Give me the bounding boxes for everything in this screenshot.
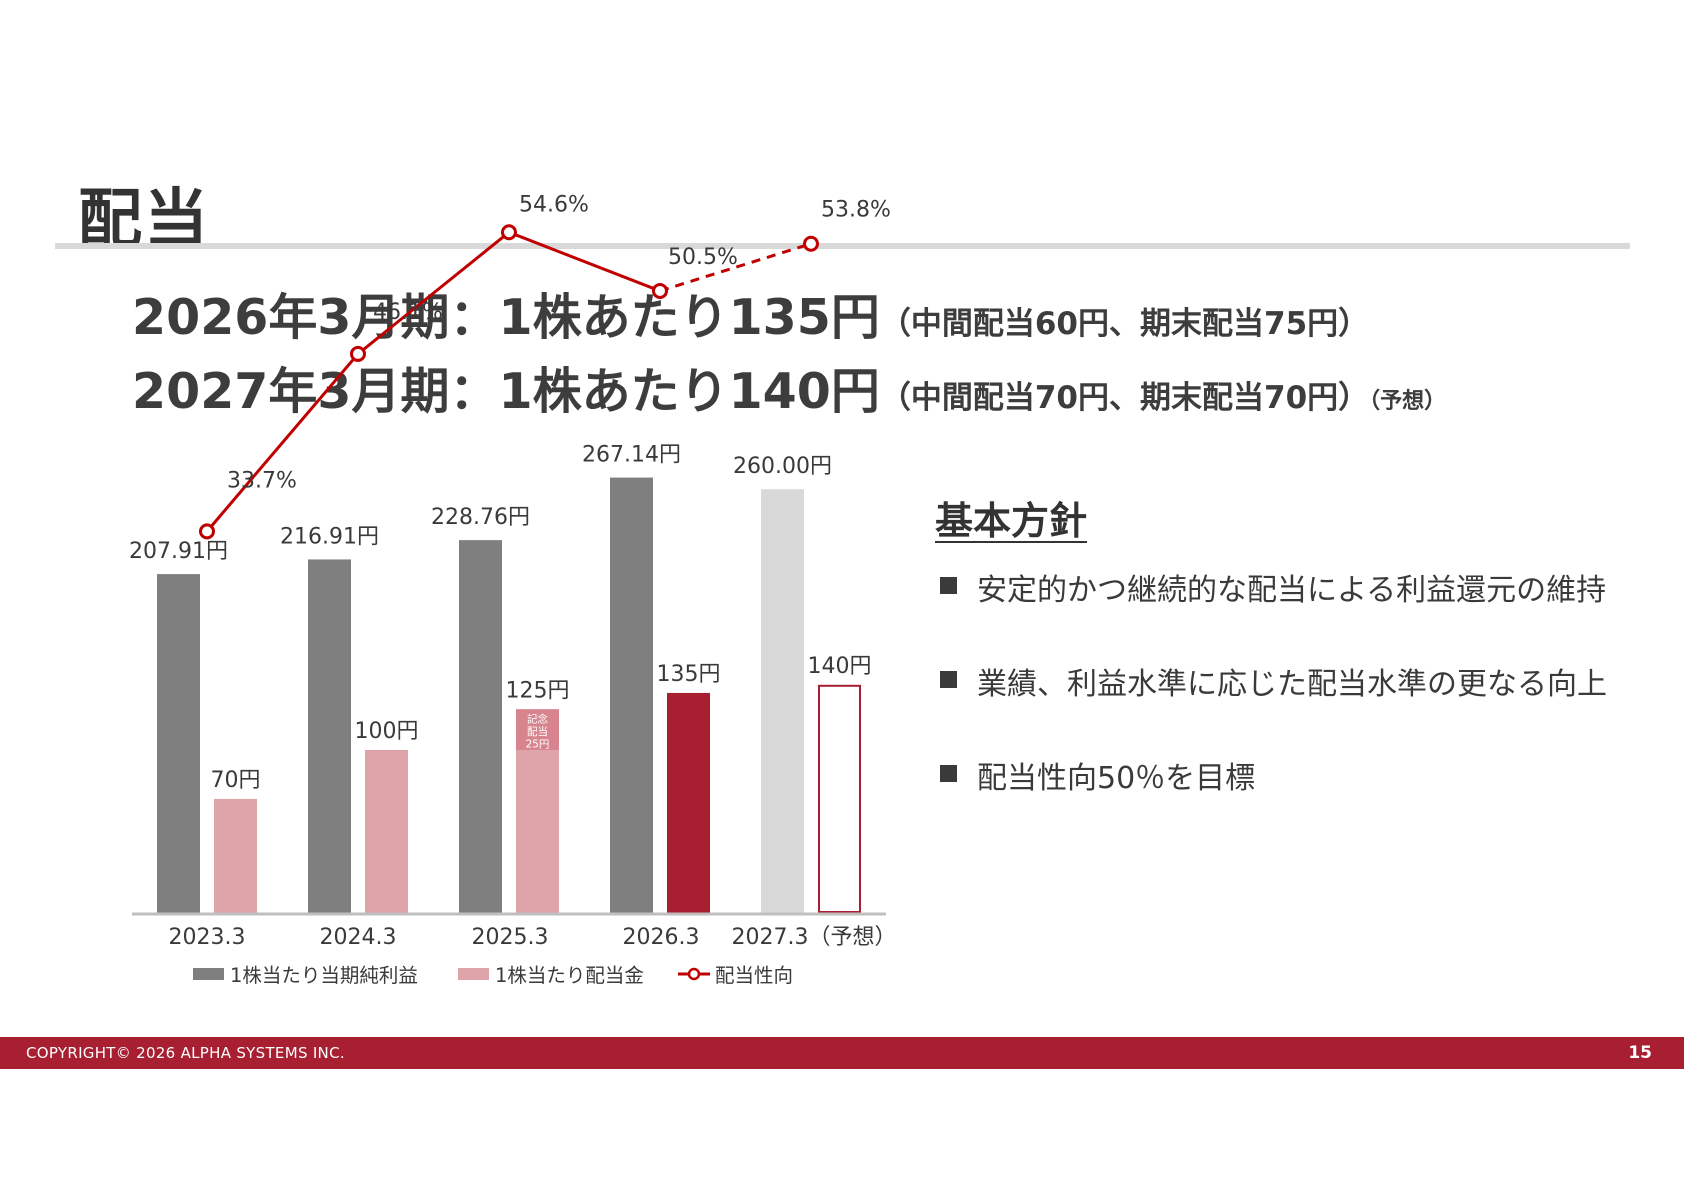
eps-bar-label: 216.91円 [280, 524, 379, 549]
headline-2027-main: 2027年3月期：1株あたり140円 [132, 363, 880, 420]
dividend-bar-label: 100円 [355, 719, 419, 744]
headline-2027-forecast-note: （予想） [1369, 389, 1447, 414]
x-axis-category-label: 2023.3 [169, 925, 246, 950]
square-bullet-icon [940, 765, 957, 782]
x-axis-category-label: 2025.3 [472, 925, 549, 950]
square-bullet-icon [940, 671, 957, 688]
dividend-bar [818, 684, 861, 913]
footer-copyright: COPYRIGHT© 2026 ALPHA SYSTEMS INC. [26, 1044, 345, 1062]
payout-ratio-point [652, 282, 668, 299]
x-axis-category-label: 2026.3 [623, 925, 700, 950]
eps-bar [761, 489, 804, 913]
payout-ratio-label: 53.8% [821, 198, 891, 223]
commemorative-dividend-label: 25円 [526, 738, 550, 750]
payout-ratio-forecast-line [659, 242, 812, 293]
dividend-bar-label: 140円 [808, 654, 872, 679]
payout-ratio-label: 33.7% [227, 468, 297, 493]
dividend-bar [365, 750, 408, 913]
headline-2026: 2026年3月期：1株あたり135円（中間配当60円、期末配当75円） [132, 278, 1369, 349]
policy-item-text: 安定的かつ継続的な配当による利益還元の維持 [977, 573, 1607, 608]
commemorative-dividend-label: 配当 [527, 725, 548, 738]
dividend-bar-label: 135円 [657, 662, 721, 687]
x-axis-category-label: 2024.3 [320, 925, 397, 950]
eps-bar-label: 228.76円 [431, 505, 530, 530]
policy-item-text: 業績、利益水準に応じた配当水準の更なる向上 [977, 667, 1607, 702]
eps-bar-label: 267.14円 [582, 443, 681, 468]
headline-2026-main: 2026年3月期：1株あたり135円 [132, 289, 880, 346]
title-divider [55, 243, 1630, 249]
payout-ratio-point [803, 235, 819, 252]
payout-ratio-label: 50.5% [668, 245, 738, 270]
dividend-bar [667, 692, 710, 913]
legend-label: 1株当たり配当金 [495, 964, 644, 987]
eps-bar [459, 540, 502, 913]
dividend-bar-label: 125円 [506, 678, 570, 703]
eps-bar-label: 260.00円 [733, 454, 832, 479]
commemorative-dividend-segment [516, 709, 559, 750]
legend-marker [687, 967, 701, 981]
payout-ratio-label: 46.1% [373, 300, 443, 325]
headline-2027-note: （中間配当70円、期末配当70円） [879, 380, 1370, 416]
headline-2026-note: （中間配当60円、期末配当75円） [879, 306, 1370, 342]
payout-ratio-point [350, 345, 366, 362]
legend-label: 配当性向 [715, 964, 793, 987]
legend-label: 1株当たり当期純利益 [230, 964, 418, 987]
eps-bar [308, 559, 351, 913]
x-axis-category-label: 2027.3（予想） [732, 925, 897, 950]
payout-ratio-point [501, 224, 517, 241]
eps-bar-label: 207.91円 [129, 539, 228, 564]
dividend-bar-label: 70円 [211, 768, 261, 793]
headline-2027: 2027年3月期：1株あたり140円（中間配当70円、期末配当70円）（予想） [132, 352, 1446, 423]
commemorative-dividend-label: 記念 [527, 712, 548, 725]
eps-bar [610, 477, 653, 913]
payout-ratio-label: 54.6% [519, 192, 589, 217]
legend-swatch [458, 968, 489, 980]
square-bullet-icon [940, 577, 957, 594]
payout-ratio-line [205, 230, 661, 533]
footer-bar: COPYRIGHT© 2026 ALPHA SYSTEMS INC. 15 [0, 1037, 1684, 1069]
page-number: 15 [1628, 1043, 1652, 1063]
legend-swatch [193, 968, 224, 980]
dividend-bar [214, 798, 257, 913]
policy-title: 基本方針 [935, 499, 1088, 543]
payout-ratio-point [199, 523, 215, 540]
policy-item-text: 配当性向50％を目標 [977, 761, 1256, 796]
eps-bar [157, 574, 200, 913]
